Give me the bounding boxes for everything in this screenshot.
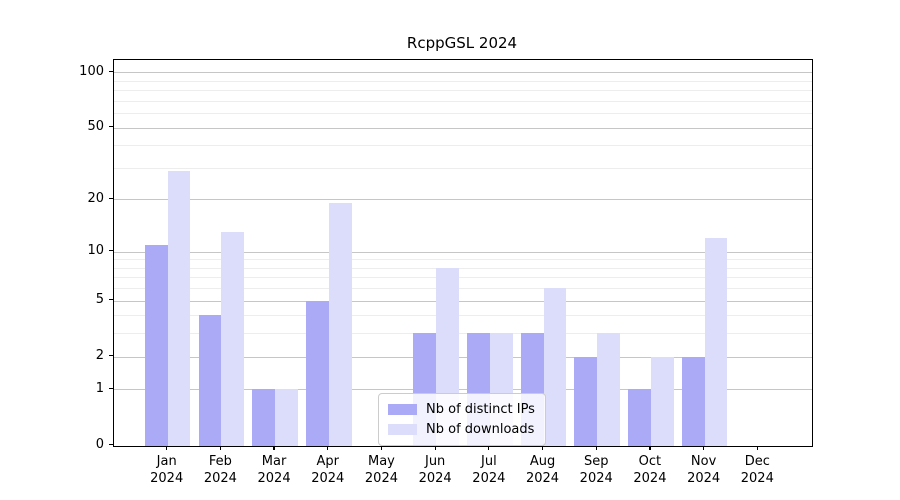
y-axis-tick <box>109 70 113 72</box>
y-tick-label: 0 <box>95 437 104 452</box>
gridline-minor <box>114 267 812 269</box>
x-tick-label: Sep 2024 <box>579 453 613 486</box>
x-tick-label: May 2024 <box>364 453 398 486</box>
x-axis-tick <box>488 445 490 450</box>
y-tick-label: 10 <box>87 243 104 259</box>
y-tick-label: 1 <box>95 380 104 396</box>
x-axis-tick <box>434 445 436 450</box>
gridline-minor <box>114 333 812 335</box>
legend: Nb of distinct IPs Nb of downloads <box>378 393 546 446</box>
x-axis-tick <box>166 445 168 450</box>
gridline-major <box>114 251 812 253</box>
y-tick-label: 2 <box>95 348 104 364</box>
y-axis-tick <box>109 126 113 128</box>
bar-distinct-ips <box>305 300 329 446</box>
gridline-major <box>114 300 812 302</box>
gridline-major <box>114 127 812 129</box>
x-tick-label: Oct 2024 <box>633 453 667 486</box>
x-axis-tick <box>380 445 383 450</box>
gridline-minor <box>114 315 812 317</box>
bar-distinct-ips <box>144 244 168 446</box>
x-tick-label: Dec 2024 <box>740 453 774 486</box>
bar-downloads <box>328 203 352 446</box>
x-axis-tick <box>756 445 758 450</box>
gridline-minor <box>114 277 812 279</box>
x-tick-label: Aug 2024 <box>525 453 560 486</box>
legend-swatch-distinct-ips <box>388 403 417 415</box>
y-axis-tick <box>109 250 113 252</box>
x-tick-label: Apr 2024 <box>311 453 345 486</box>
bar-downloads <box>543 288 567 446</box>
bar-distinct-ips <box>252 389 276 446</box>
gridline-major <box>114 199 812 201</box>
legend-label-distinct-ips: Nb of distinct IPs <box>426 401 535 417</box>
y-tick-label: 100 <box>79 63 104 79</box>
legend-item-distinct-ips: Nb of distinct IPs <box>388 399 535 419</box>
gridline-major <box>114 72 812 74</box>
x-tick-label: Jan 2024 <box>150 453 184 486</box>
y-tick-label: 5 <box>95 292 104 308</box>
bar-distinct-ips <box>198 315 222 446</box>
bar-downloads <box>597 333 621 446</box>
bar-downloads <box>275 389 298 446</box>
x-axis-tick <box>649 445 651 450</box>
y-tick-label: 50 <box>87 119 104 135</box>
gridline-minor <box>114 167 812 169</box>
x-tick-label: Jul 2024 <box>472 453 506 486</box>
x-tick-label: Feb 2024 <box>203 453 237 486</box>
x-tick-label: Mar 2024 <box>257 453 291 486</box>
x-axis-tick <box>327 445 329 450</box>
y-axis-tick <box>109 443 113 446</box>
y-axis-tick <box>109 197 113 199</box>
gridline-minor <box>114 80 812 82</box>
x-tick-label: Jun 2024 <box>418 453 452 486</box>
chart-title: RcppGSL 2024 <box>406 34 518 52</box>
x-axis-tick <box>273 445 275 450</box>
gridline-minor <box>114 288 812 290</box>
y-tick-label: 20 <box>87 190 104 206</box>
y-axis-tick <box>109 299 113 301</box>
gridline-minor <box>114 90 812 92</box>
gridline-major <box>114 356 812 358</box>
bar-distinct-ips <box>628 389 651 446</box>
y-axis-tick <box>109 387 113 390</box>
legend-item-downloads: Nb of downloads <box>388 419 535 439</box>
x-axis-tick <box>219 445 221 450</box>
x-axis-tick <box>703 445 705 450</box>
y-axis-tick <box>109 355 113 357</box>
gridline-minor <box>114 100 812 102</box>
bar-downloads <box>704 238 728 446</box>
bar-downloads <box>167 170 191 446</box>
bar-distinct-ips <box>574 356 598 446</box>
gridline-minor <box>114 113 812 115</box>
gridline-minor <box>114 259 812 261</box>
gridline-major <box>114 389 812 391</box>
bar-downloads <box>650 356 674 446</box>
legend-swatch-downloads <box>388 423 417 435</box>
bar-distinct-ips <box>681 356 705 446</box>
bar-downloads <box>221 232 245 446</box>
x-axis-tick <box>595 445 597 450</box>
gridline-minor <box>114 145 812 147</box>
legend-label-downloads: Nb of downloads <box>426 421 535 437</box>
x-axis-tick <box>541 445 544 450</box>
plot-area <box>113 59 813 447</box>
x-tick-label: Nov 2024 <box>687 453 721 486</box>
